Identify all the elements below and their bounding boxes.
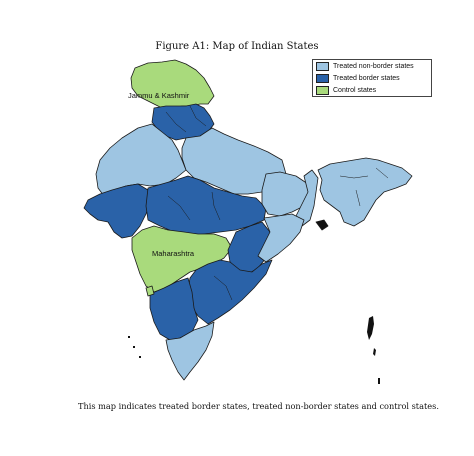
map-legend: Treated non-border states Treated border… (312, 59, 432, 97)
goa-region (145, 285, 155, 297)
andaman-islands (367, 316, 380, 384)
bihar-jharkhand-region (261, 171, 313, 217)
figure-caption: This map indicates treated border states… (78, 401, 439, 411)
north-east-region (317, 157, 413, 227)
legend-item-border: Treated border states (313, 73, 431, 84)
figure-title: Figure A1: Map of Indian States (155, 41, 319, 52)
legend-item-control: Control states (313, 85, 431, 96)
jammu-kashmir-region (130, 59, 215, 109)
legend-swatch-control (316, 86, 329, 95)
chhattisgarh-region (227, 221, 273, 275)
legend-swatch-non-border (316, 62, 329, 71)
tamil-nadu-region (165, 321, 215, 381)
maharashtra-label: Maharashtra (152, 249, 195, 258)
tripura-region (315, 219, 329, 231)
west-bengal-region (295, 169, 319, 227)
telangana-andhra-region (187, 259, 273, 325)
gujarat-region (83, 183, 151, 239)
jammu-kashmir-label: Jammu & Kashmir (128, 91, 190, 100)
odisha-region (257, 213, 305, 263)
lakshadweep-islands (128, 336, 141, 358)
legend-label-control: Control states (333, 87, 377, 94)
legend-item-non-border: Treated non-border states (313, 61, 431, 72)
legend-label-border: Treated border states (333, 75, 400, 82)
madhya-pradesh-region (145, 175, 267, 237)
legend-swatch-border (316, 74, 329, 83)
karnataka-region (149, 277, 199, 341)
legend-label-non-border: Treated non-border states (333, 63, 414, 70)
internal-boundaries (165, 105, 389, 301)
